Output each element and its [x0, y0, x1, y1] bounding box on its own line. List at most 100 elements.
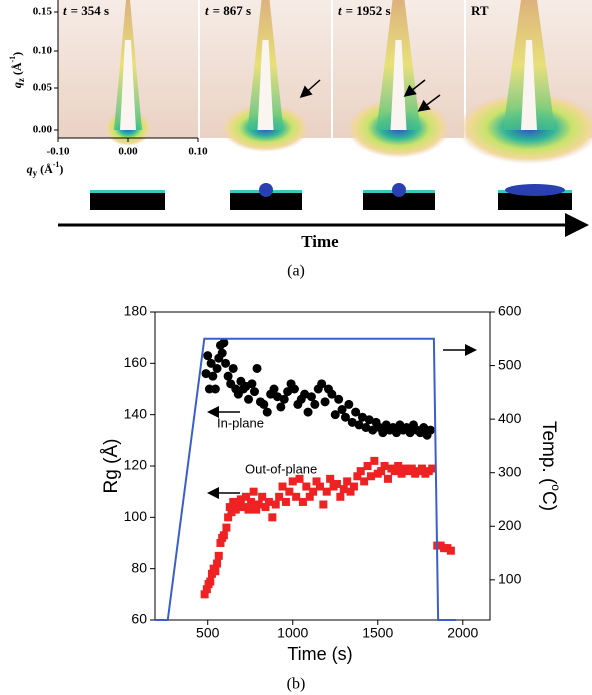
in-plane-point — [317, 379, 327, 389]
film-layer — [90, 190, 165, 193]
y2-axis-label: Temp. (oC) — [538, 421, 563, 511]
out-of-plane-point — [298, 497, 307, 506]
in-plane-point — [310, 399, 320, 409]
out-of-plane-point — [309, 487, 318, 496]
beam-stop — [120, 40, 136, 130]
substrate — [498, 193, 572, 210]
in-plane-point — [354, 420, 364, 430]
out-of-plane-point — [219, 531, 228, 540]
x-tick-label: 1000 — [277, 625, 308, 641]
out-of-plane-point — [224, 513, 233, 522]
out-of-plane-point — [292, 492, 301, 501]
arrow — [299, 79, 321, 98]
close: ) — [59, 162, 63, 176]
y-tick-label: 140 — [124, 405, 148, 421]
out-of-plane-point — [278, 482, 287, 491]
out-of-plane-point — [249, 487, 258, 496]
y-tick-label: 60 — [131, 611, 147, 627]
axis-label: qy (Å-1) — [27, 160, 64, 178]
out-of-plane-point — [339, 485, 348, 494]
y2-label-text: Temp. ( — [538, 421, 559, 485]
in-plane-point — [221, 358, 231, 368]
qy-tick-label: -0.10 — [47, 146, 70, 158]
out-of-plane-point — [383, 474, 392, 483]
beam-stop — [257, 40, 274, 130]
image-label-text: = 354 s — [71, 3, 109, 18]
in-plane-point — [347, 417, 357, 427]
in-plane-point — [303, 407, 313, 417]
y2-tick-label: 500 — [498, 356, 522, 372]
out-of-plane-point — [206, 577, 215, 586]
qy-tick-label: 0.00 — [118, 146, 138, 158]
in-plane-point — [201, 369, 211, 379]
exponent: -1 — [53, 160, 60, 169]
out-of-plane-point — [211, 567, 220, 576]
y-tick-label: 120 — [124, 457, 148, 473]
out-of-plane-point — [264, 497, 273, 506]
out-of-plane-point — [202, 585, 211, 594]
out-of-plane-point — [227, 508, 236, 517]
x-tick-label: 2000 — [447, 625, 478, 641]
out-of-plane-point — [428, 464, 437, 473]
out-of-plane-point — [213, 559, 222, 568]
out-of-plane-point — [302, 482, 311, 491]
time-variable: t — [63, 3, 67, 18]
out-of-plane-point — [319, 500, 328, 509]
symbol: q — [27, 162, 33, 176]
in-plane-point — [330, 410, 340, 420]
in-plane-point — [212, 363, 222, 373]
in-plane-point — [357, 412, 367, 422]
out-of-plane-point — [349, 482, 358, 491]
beam-stop — [521, 40, 537, 130]
out-of-plane-point — [305, 492, 314, 501]
caption: (a) — [287, 263, 305, 280]
arrow — [403, 79, 426, 97]
out-of-plane-point — [236, 495, 245, 504]
out-of-plane-point — [247, 497, 256, 506]
y2-label-sup: o — [549, 484, 563, 491]
in-plane-point — [206, 358, 216, 368]
in-plane-point — [327, 389, 337, 399]
image-label: t = 1952 s — [338, 3, 391, 18]
exponent: -1 — [8, 56, 17, 63]
qz-tick-label: 0.15 — [33, 6, 53, 18]
y-tick-label: 160 — [124, 354, 148, 370]
axis-label: qz (Å-1) — [8, 52, 26, 88]
in-plane-point — [405, 428, 415, 438]
out-of-plane-point — [322, 487, 331, 496]
out-of-plane-point — [229, 497, 238, 506]
out-of-plane-point — [390, 467, 399, 476]
in-plane-point — [378, 428, 388, 438]
out-of-plane-point — [346, 487, 355, 496]
out-of-plane-point — [356, 467, 365, 476]
in-plane-point — [334, 394, 344, 404]
out-of-plane-point — [315, 482, 324, 491]
out-of-plane-point — [394, 462, 403, 470]
x-tick-label: 500 — [196, 625, 220, 641]
y-tick-label: 180 — [124, 303, 148, 319]
out-of-plane-point — [370, 456, 379, 465]
in-plane-point — [252, 363, 262, 373]
y2-label-close: C) — [538, 491, 559, 511]
in-plane-point — [351, 407, 361, 417]
in-plane-point — [320, 397, 330, 407]
image-label-text: = 867 s — [213, 3, 251, 18]
in-plane-point — [419, 423, 429, 432]
image-label-text: = 1952 s — [346, 3, 391, 18]
out-of-plane-point — [281, 497, 290, 506]
out-of-plane-point — [254, 500, 263, 509]
in-plane-point — [269, 384, 279, 394]
temperature-line — [155, 337, 456, 621]
qz-tick-label: 0.05 — [33, 82, 53, 94]
qz-tick-label: 0.10 — [33, 45, 53, 57]
out-of-plane-point — [446, 546, 455, 555]
out-of-plane-point — [285, 487, 294, 496]
x-axis-label: Time (s) — [287, 644, 352, 664]
in-plane-point — [300, 389, 310, 399]
out-of-plane-point — [275, 492, 284, 501]
out-of-plane-point — [353, 472, 362, 481]
caption: (b) — [287, 676, 306, 693]
in-plane-point — [283, 387, 293, 397]
out-of-plane-point — [252, 505, 261, 514]
